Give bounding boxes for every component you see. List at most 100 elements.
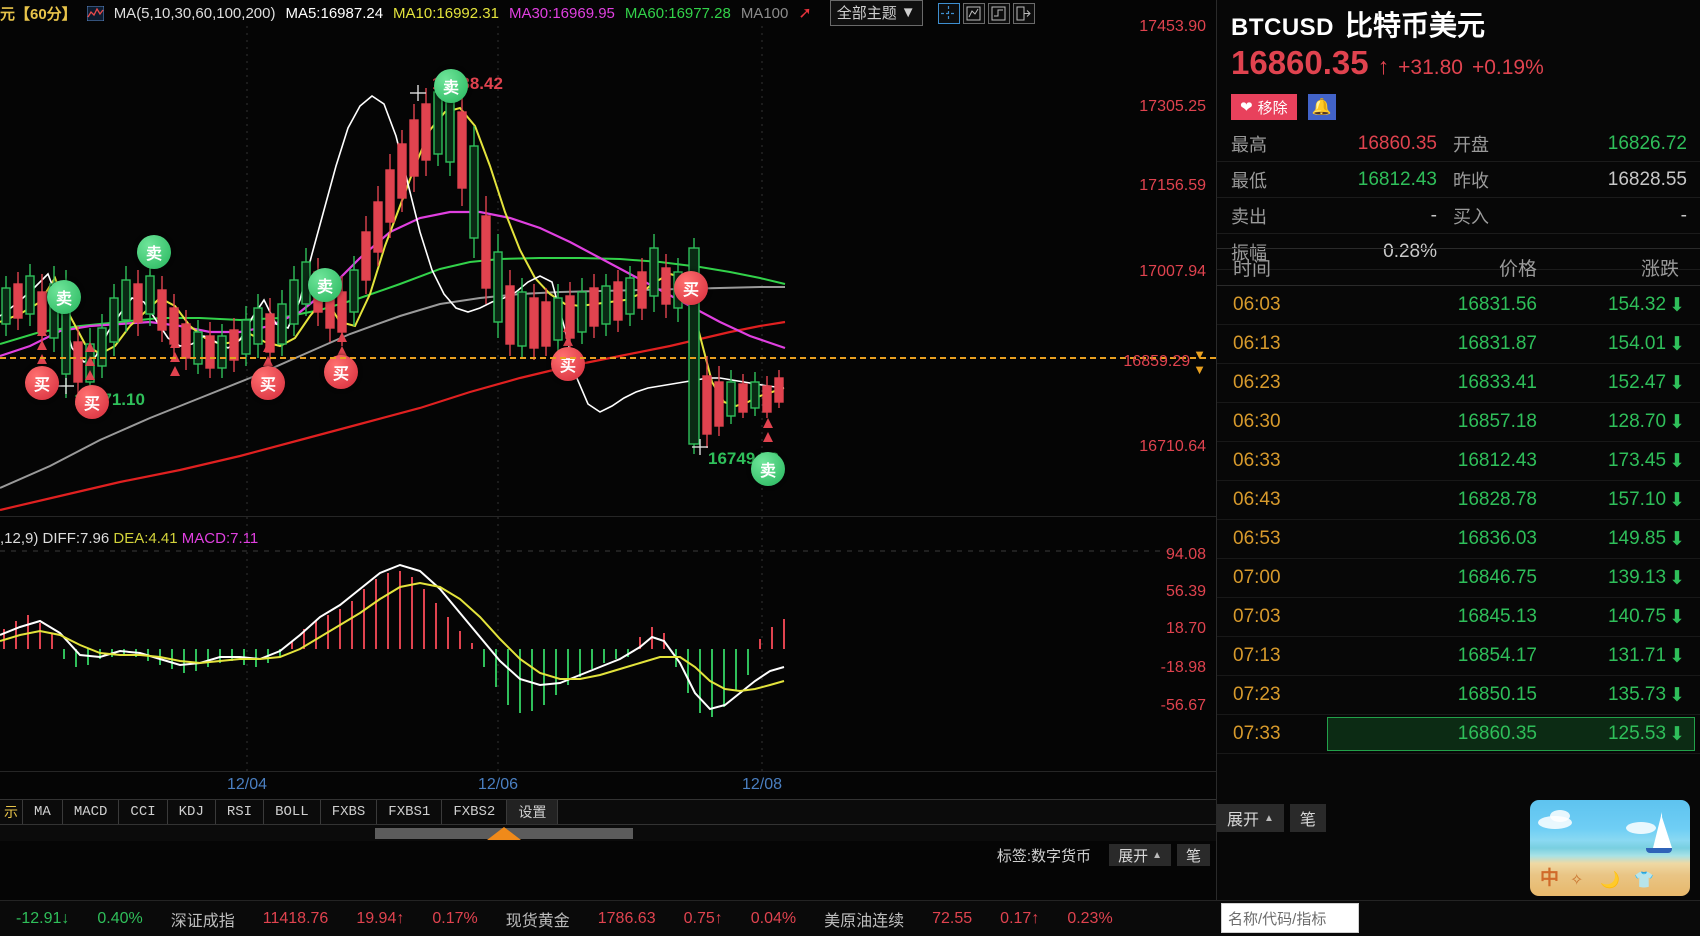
ticker-chg[interactable]: 19.94↑	[356, 909, 405, 927]
ticker-chg[interactable]: 0.75↑	[683, 909, 723, 927]
tick-row[interactable]: 07:23 16850.15 135.73 ⬇	[1217, 676, 1700, 715]
moon-icon: 🌙	[1600, 872, 1620, 889]
shirt-icon: 👕	[1634, 872, 1654, 889]
chart-status-row: 标签:数字货币 展开 ▲ 笔	[0, 841, 1216, 869]
ma-wave-icon	[86, 5, 104, 21]
ticker-price[interactable]: 72.55	[932, 909, 973, 927]
indicator-tab-FXBS1[interactable]: FXBS1	[377, 800, 443, 824]
chart-scrollbar[interactable]	[0, 825, 1216, 841]
indicator-tab-CCI[interactable]: CCI	[119, 800, 168, 824]
ticker-price[interactable]: 11418.76	[262, 909, 329, 927]
tick-row[interactable]: 06:03 16831.56 154.32 ⬇	[1217, 286, 1700, 325]
indicator-tab-label: RSI	[226, 804, 253, 820]
advertisement-banner[interactable]: 中 ✧ 🌙 👕	[1530, 800, 1690, 896]
tick-time: 07:33	[1233, 723, 1281, 744]
tick-table[interactable]: 06:03 16831.56 154.32 ⬇ 06:13 16831.87 154.01 ⬇…	[1217, 286, 1700, 754]
signal-marker-sell[interactable]: 卖	[751, 452, 785, 486]
tick-row[interactable]: 06:13 16831.87 154.01 ⬇	[1217, 325, 1700, 364]
indicator-tab-BOLL[interactable]: BOLL	[264, 800, 321, 824]
indicator-tab-设置[interactable]: 设置	[507, 800, 559, 824]
macd-chart[interactable]	[0, 516, 1216, 771]
tick-change-value: 157.10	[1607, 489, 1667, 510]
signal-marker-buy[interactable]: 买	[251, 366, 285, 400]
signal-marker-buy[interactable]: 买	[25, 366, 59, 400]
bell-icon: 🔔	[1311, 99, 1332, 116]
indicator-tab-label: CCI	[130, 804, 156, 820]
quote-pane-button-展开[interactable]: 展开 ▲	[1217, 804, 1284, 832]
signal-marker-sell[interactable]: 卖	[308, 268, 342, 302]
signal-marker-label: 卖	[759, 463, 776, 480]
indicator-tab-FXBS2[interactable]: FXBS2	[442, 800, 508, 824]
signal-marker-buy[interactable]: 买	[75, 385, 109, 419]
tick-row[interactable]: 07:00 16846.75 139.13 ⬇	[1217, 559, 1700, 598]
indicator-tab-KDJ[interactable]: KDJ	[167, 800, 216, 824]
measure-icon[interactable]	[962, 2, 985, 24]
tick-col-price: 价格	[1498, 258, 1537, 280]
signal-marker-buy[interactable]: 买	[674, 271, 708, 305]
ticker-pct[interactable]: 0.40%	[97, 909, 143, 927]
x-tick-2: 12/08	[741, 776, 783, 793]
ticker-pct[interactable]: 0.17%	[432, 909, 478, 927]
macd-dea: DEA:4.41	[113, 530, 178, 547]
macd-header: ,12,9) DIFF:7.96 DEA:4.41 MACD:7.11	[0, 530, 258, 552]
cloud-icon	[1550, 810, 1570, 822]
ticker-chg[interactable]: -12.91↓	[16, 909, 70, 927]
tick-row[interactable]: 07:13 16854.17 131.71 ⬇	[1217, 637, 1700, 676]
search-input[interactable]: 名称/代码/指标	[1221, 903, 1359, 933]
indicator-tab-MACD[interactable]: MACD	[62, 800, 120, 824]
down-arrow-icon: ⬇	[1669, 294, 1685, 316]
indicator-tab-MA[interactable]: MA	[23, 800, 63, 824]
expand-button[interactable]: 展开 ▲	[1109, 844, 1171, 866]
indicator-tabs[interactable]: 示 MA MACD CCI KDJ RSI BOLL FXBS FXBS1 FXBS2 设置	[0, 799, 1216, 825]
indicator-tab-示[interactable]: 示	[0, 800, 23, 824]
tick-row[interactable]: 06:53 16836.03 149.85 ⬇	[1217, 520, 1700, 559]
tick-price: 16860.35	[1457, 723, 1537, 744]
up-arrow-icon: ➚	[798, 5, 812, 22]
remove-favorite-button[interactable]: ❤ 移除	[1231, 94, 1297, 120]
signal-marker-sell[interactable]: 卖	[47, 280, 81, 314]
ma5-value: MA5:16987.24	[285, 4, 384, 22]
pen-button[interactable]: 笔	[1176, 844, 1210, 866]
crosshair-icon[interactable]	[937, 2, 960, 24]
tick-row[interactable]: 07:03 16845.13 140.75 ⬇	[1217, 598, 1700, 637]
ticker-pct[interactable]: 0.23%	[1067, 909, 1113, 927]
tick-change-value: 139.13	[1607, 567, 1667, 588]
ticker-name[interactable]: 美原油连续	[824, 912, 905, 930]
signal-marker-sell[interactable]: 卖	[434, 69, 468, 103]
tick-row[interactable]: 06:43 16828.78 157.10 ⬇	[1217, 481, 1700, 520]
tick-row[interactable]: 06:23 16833.41 152.47 ⬇	[1217, 364, 1700, 403]
alert-button[interactable]: 🔔	[1307, 94, 1336, 120]
scrollbar-grip-icon[interactable]	[487, 827, 521, 840]
timeframe-label[interactable]: 元【60分】	[0, 5, 77, 23]
tick-row[interactable]: 06:33 16812.43 173.45 ⬇	[1217, 442, 1700, 481]
ruler-icon[interactable]	[987, 2, 1010, 24]
signal-marker-buy[interactable]: 买	[551, 347, 585, 381]
signal-marker-sell[interactable]: 卖	[137, 235, 171, 269]
quote-row: 最低 16812.43 昨收 16828.55	[1217, 162, 1700, 198]
indicator-tab-RSI[interactable]: RSI	[215, 800, 265, 824]
shell-icon: ✧	[1570, 872, 1584, 889]
signal-marker-label: 买	[559, 358, 576, 375]
signal-marker-buy[interactable]: 买	[324, 355, 358, 389]
exit-icon[interactable]	[1012, 2, 1035, 24]
tick-time: 06:23	[1233, 372, 1281, 393]
ticker-chg[interactable]: 0.17↑	[1000, 909, 1040, 927]
search-placeholder: 名称/代码/指标	[1228, 910, 1327, 928]
ticker-price[interactable]: 1786.63	[597, 909, 656, 927]
ticker-name[interactable]: 现货黄金	[505, 912, 570, 930]
tick-row[interactable]: 07:33 16860.35 125.53 ⬇	[1217, 715, 1700, 754]
market-ticker[interactable]: -12.91↓ 0.40% 深证成指 11418.76 19.94↑ 0.17% 现货黄金 1…	[0, 900, 1700, 936]
price-change: +31.80	[1398, 56, 1463, 79]
signal-marker-label: 买	[682, 282, 699, 299]
ticker-name[interactable]: 深证成指	[170, 912, 235, 930]
tick-change: 173.45 ⬇	[1537, 450, 1700, 473]
indicator-tab-FXBS[interactable]: FXBS	[320, 800, 378, 824]
theme-select[interactable]: 全部主题 ▼	[829, 0, 923, 26]
tick-row[interactable]: 06:30 16857.18 128.70 ⬇	[1217, 403, 1700, 442]
ticker-pct[interactable]: 0.04%	[750, 909, 797, 927]
indicator-tab-label: MACD	[73, 804, 108, 820]
quote-value: 0.28%	[1383, 240, 1437, 262]
quote-pane-button-笔[interactable]: 笔	[1289, 804, 1326, 832]
quote-value: -	[1430, 204, 1437, 226]
